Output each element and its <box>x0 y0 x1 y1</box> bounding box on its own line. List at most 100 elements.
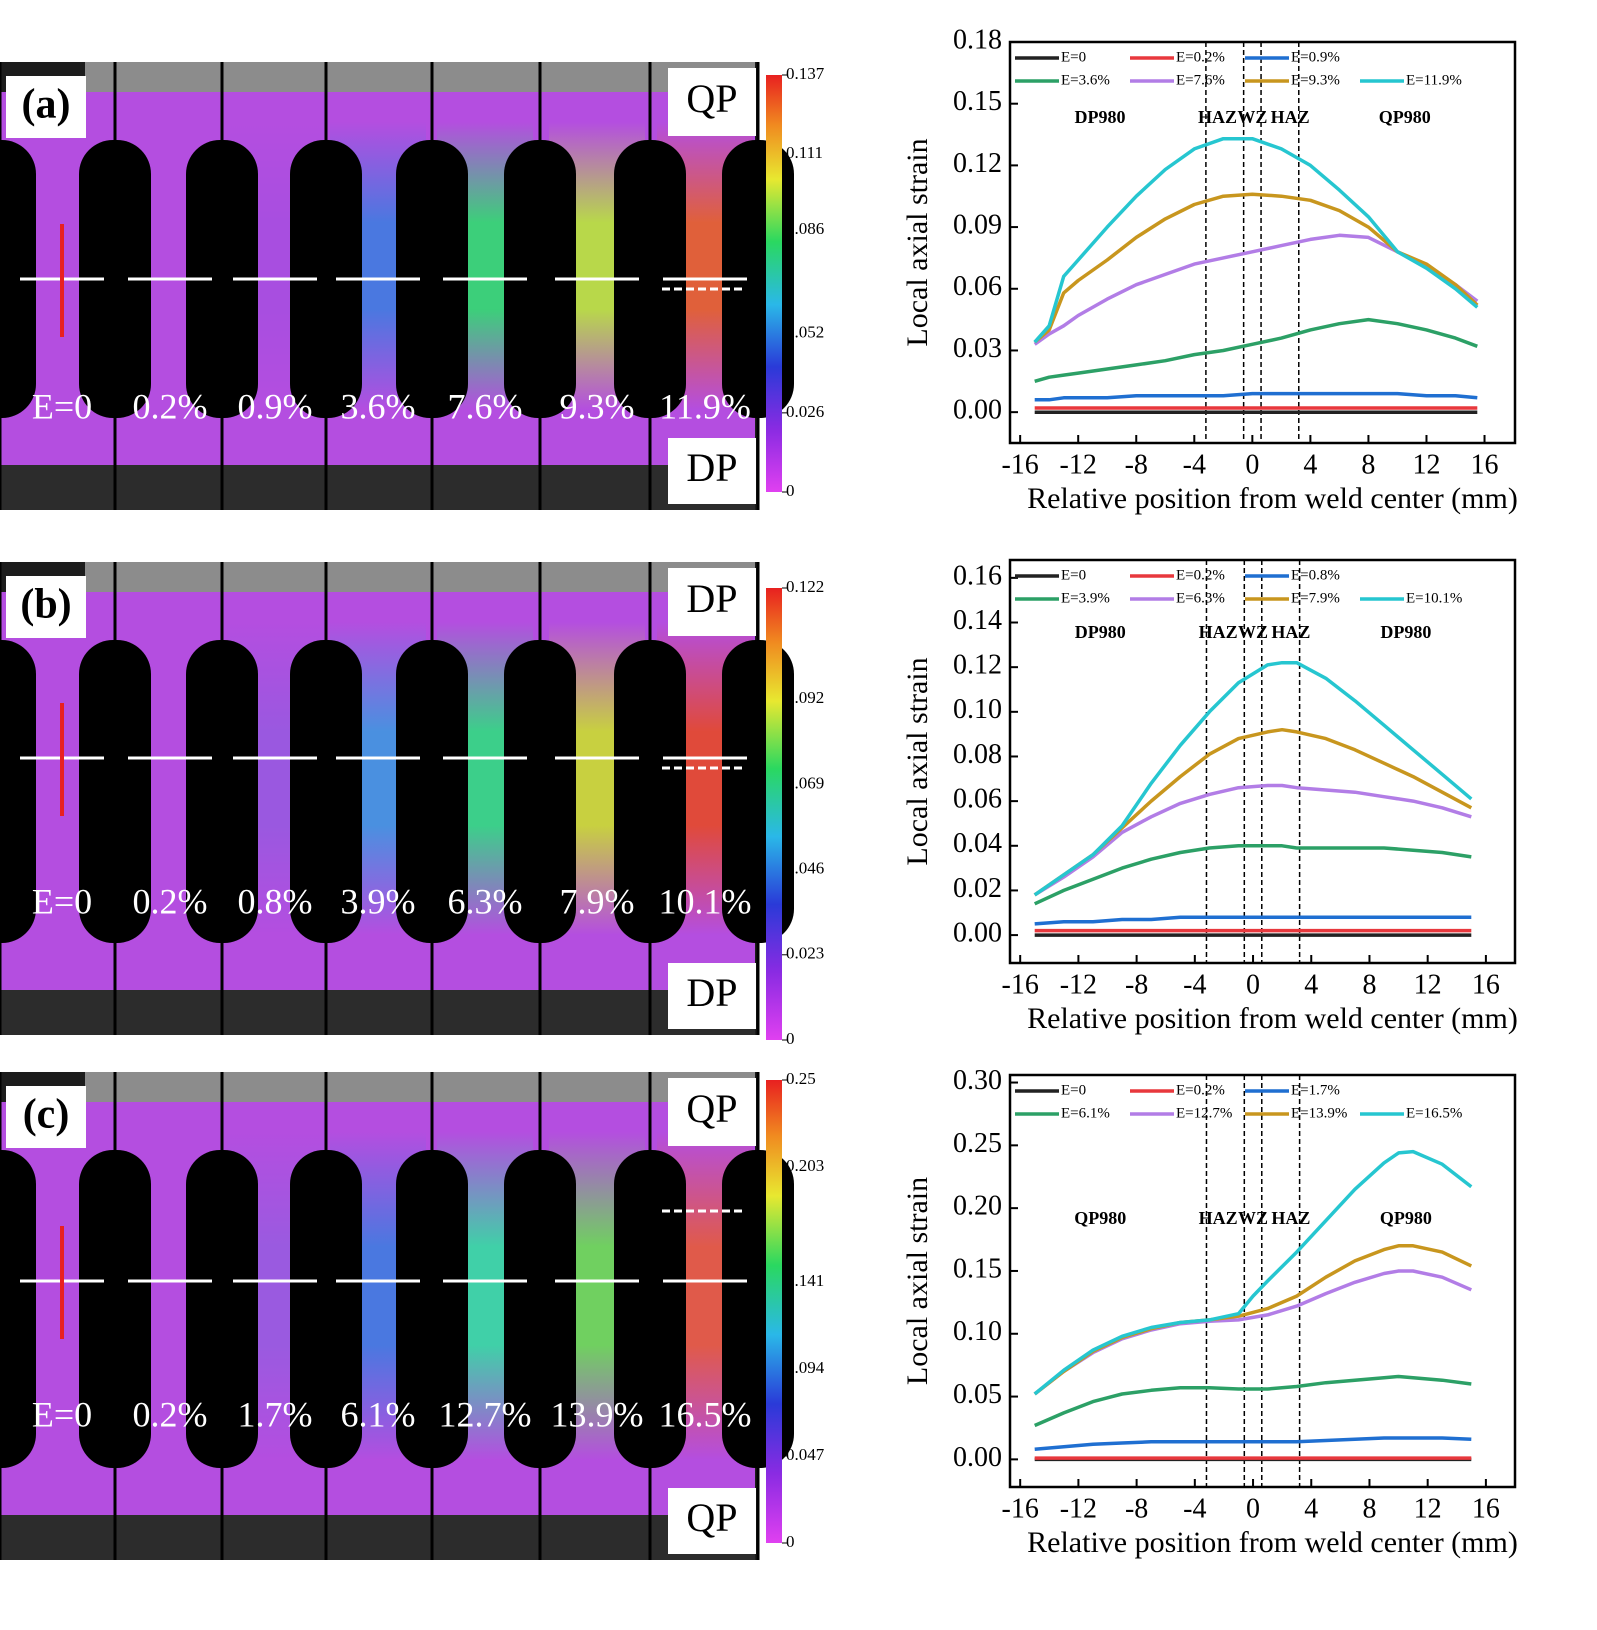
colorbar-tick-label: 0.047 <box>786 1445 825 1464</box>
y-axis-title: Local axial strain <box>901 657 934 865</box>
y-tick-label: 0.10 <box>953 1316 1002 1347</box>
x-tick-label: -4 <box>1183 969 1206 1000</box>
panel-label: (a) <box>22 82 71 128</box>
colorbar-tick-label: 0.086 <box>786 219 824 238</box>
x-tick-label: 16 <box>1472 1493 1500 1524</box>
y-tick-label: 0.04 <box>953 828 1002 859</box>
strain-label: 13.9% <box>551 1394 644 1434</box>
strain-label: 12.7% <box>439 1394 532 1434</box>
y-axis-title: Local axial strain <box>901 138 934 346</box>
x-tick-label: -4 <box>1183 449 1206 480</box>
y-tick-label: 0.30 <box>953 1065 1002 1096</box>
y-tick-label: 0.16 <box>953 560 1002 591</box>
zone-label: HAZ <box>1271 1208 1310 1228</box>
legend-label: E=0.2% <box>1176 49 1225 65</box>
colorbar-tick-label: 0.069 <box>786 773 824 792</box>
specimen-gap <box>0 140 36 418</box>
colorbar-tick-label: 0.122 <box>786 577 824 596</box>
strain-label: 6.3% <box>448 881 523 921</box>
x-tick-label: -12 <box>1060 969 1097 1000</box>
x-tick-label: 0 <box>1246 969 1260 1000</box>
strain-label: E=0 <box>32 386 92 426</box>
label-box <box>668 963 756 1029</box>
legend-label: E=6.3% <box>1176 590 1225 606</box>
legend-label: E=12.7% <box>1176 1105 1232 1121</box>
series-line <box>1033 844 1472 906</box>
x-tick-label: 8 <box>1361 449 1375 480</box>
plot-frame <box>1008 40 1517 445</box>
x-axis-title: Relative position from weld center (mm) <box>1027 1526 1518 1559</box>
x-tick-label: -4 <box>1183 1493 1206 1524</box>
legend-label: E=0 <box>1061 1082 1086 1098</box>
legend-label: E=0.2% <box>1176 567 1225 583</box>
strain-label: 7.6% <box>448 386 523 426</box>
legend-label: E=13.9% <box>1291 1105 1347 1121</box>
legend-label: E=3.9% <box>1061 590 1110 606</box>
y-axis-title: Local axial strain <box>901 1177 934 1385</box>
legend-label: E=16.5% <box>1406 1105 1462 1121</box>
strain-label: 6.1% <box>341 1394 416 1434</box>
zone-label: HAZ <box>1199 1208 1238 1228</box>
x-tick-label: 12 <box>1414 1493 1442 1524</box>
legend-label: E=7.6% <box>1176 72 1225 88</box>
plot-frame <box>1008 558 1517 965</box>
legend-label: E=0 <box>1061 567 1086 583</box>
x-tick-label: 16 <box>1472 969 1500 1000</box>
label-box <box>668 568 756 636</box>
zone-label: HAZ <box>1199 622 1238 642</box>
material-top: QP <box>686 1086 737 1131</box>
y-tick-label: 0.02 <box>953 873 1002 904</box>
zone-label: DP980 <box>1380 622 1431 642</box>
label-box <box>668 1488 756 1554</box>
series-line <box>1033 727 1473 897</box>
x-tick-label: 8 <box>1362 1493 1376 1524</box>
strain-label: 10.1% <box>659 881 752 921</box>
x-tick-label: -16 <box>1002 969 1039 1000</box>
y-tick-label: 0.15 <box>953 86 1002 117</box>
y-tick-label: 0.08 <box>953 739 1002 770</box>
legend-label: E=7.9% <box>1291 590 1340 606</box>
colorbar-tick-label: 0.052 <box>786 323 824 342</box>
colorbar <box>766 588 782 1040</box>
strain-label: 1.7% <box>238 1394 313 1434</box>
strain-label: 0.8% <box>238 881 313 921</box>
colorbar-tick-label: 0.25 <box>786 1069 816 1088</box>
label-box <box>668 1078 756 1146</box>
material-bottom: DP <box>686 970 737 1015</box>
panel-label: (c) <box>23 1092 70 1138</box>
zone-label: QP980 <box>1379 107 1431 127</box>
x-tick-label: -12 <box>1060 449 1097 480</box>
strain-label: 9.3% <box>560 386 635 426</box>
x-axis-title: Relative position from weld center (mm) <box>1027 1002 1518 1035</box>
material-bottom: DP <box>686 445 737 490</box>
speckle-top <box>85 1072 755 1104</box>
series-line <box>1033 136 1479 344</box>
y-tick-label: 0.06 <box>953 784 1002 815</box>
x-axis-title: Relative position from weld center (mm) <box>1027 482 1518 515</box>
legend-label: E=0.9% <box>1291 49 1340 65</box>
zone-label: WZ <box>1237 107 1267 127</box>
label-box <box>668 68 756 136</box>
colorbar-tick-label: 0.046 <box>786 858 824 877</box>
y-tick-label: 0.15 <box>953 1253 1002 1284</box>
series-line <box>1033 660 1473 897</box>
zone-label: HAZ <box>1271 107 1310 127</box>
zone-label: WZ <box>1238 1208 1268 1228</box>
legend-label: E=11.9% <box>1406 72 1462 88</box>
y-tick-label: 0.05 <box>953 1379 1002 1410</box>
label-box <box>6 76 86 138</box>
colorbar-tick-label: 0.092 <box>786 688 824 707</box>
strain-label: E=0 <box>32 881 92 921</box>
strain-label: 3.6% <box>341 386 416 426</box>
series-line <box>1033 1244 1473 1396</box>
zone-label: QP980 <box>1380 1208 1432 1228</box>
speckle-bottom <box>0 990 755 1035</box>
specimen-gap <box>0 1150 36 1468</box>
strain-label: E=0 <box>32 1394 92 1434</box>
x-tick-label: 0 <box>1246 1493 1260 1524</box>
x-tick-label: 16 <box>1471 449 1499 480</box>
strain-label: 0.2% <box>133 881 208 921</box>
speckle-top <box>85 562 755 594</box>
x-tick-label: 12 <box>1414 969 1442 1000</box>
